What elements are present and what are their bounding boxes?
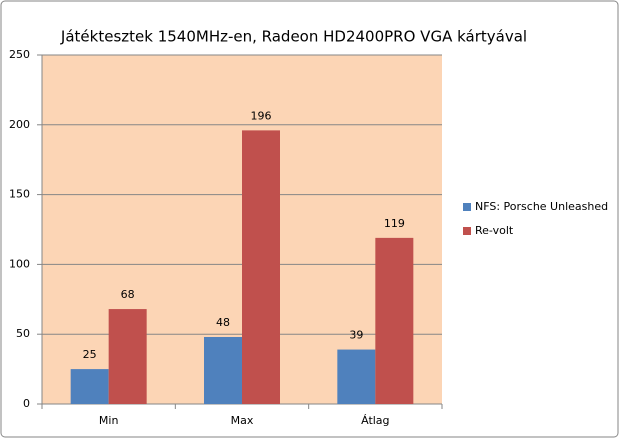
y-tick-label: 150 (9, 188, 30, 201)
y-tick-label: 0 (23, 397, 30, 410)
bar (337, 349, 376, 404)
bar (375, 237, 414, 404)
legend-label: Re-volt (475, 224, 514, 237)
value-label: 39 (349, 329, 363, 342)
legend-swatch (463, 203, 471, 211)
y-tick-label: 50 (16, 327, 30, 340)
bar (242, 130, 280, 404)
y-tick-label: 200 (9, 118, 30, 131)
value-label: 68 (121, 288, 135, 301)
x-tick-label: Min (99, 414, 119, 427)
value-label: 48 (216, 316, 230, 329)
value-label: 119 (384, 217, 405, 230)
x-tick-label: Max (231, 414, 254, 427)
value-label: 25 (83, 348, 97, 361)
y-tick-label: 250 (9, 48, 30, 61)
bar (108, 309, 147, 404)
x-tick-label: Átlag (361, 414, 389, 427)
bar (70, 369, 109, 404)
chart-title: Játéktesztek 1540MHz-en, Radeon HD2400PR… (60, 28, 527, 46)
legend-label: NFS: Porsche Unleashed (475, 200, 608, 213)
y-tick-label: 100 (9, 257, 30, 270)
legend-swatch (463, 227, 471, 235)
value-label: 196 (251, 109, 272, 122)
bar (204, 336, 242, 404)
